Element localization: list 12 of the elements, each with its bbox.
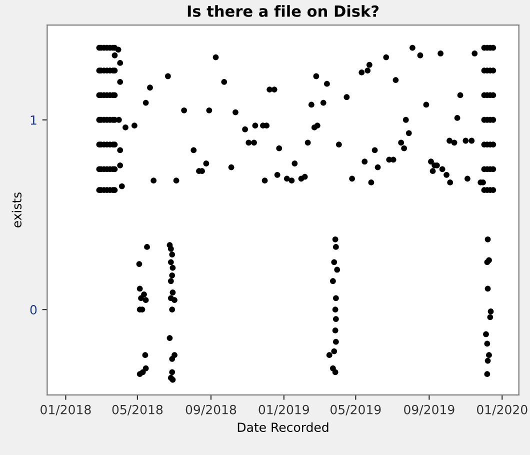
y-axis-title: exists — [12, 192, 22, 228]
y-tick-label: 1 — [30, 116, 36, 125]
y-tick-label: 0 — [30, 305, 37, 314]
x-tick-label: 09/2019 — [404, 404, 454, 416]
x-tick-label: 09/2018 — [186, 404, 236, 416]
x-tick-label: 01/2018 — [40, 404, 91, 416]
chart-title: Is there a file on Disk? — [188, 5, 379, 17]
x-tick-label: 05/2019 — [330, 404, 381, 416]
x-tick-label: 01/2020 — [476, 404, 528, 416]
x-tick-label: 05/2018 — [112, 404, 163, 416]
x-tick-label: 01/2019 — [258, 404, 309, 416]
x-axis-title: Date Recorded — [238, 422, 328, 432]
